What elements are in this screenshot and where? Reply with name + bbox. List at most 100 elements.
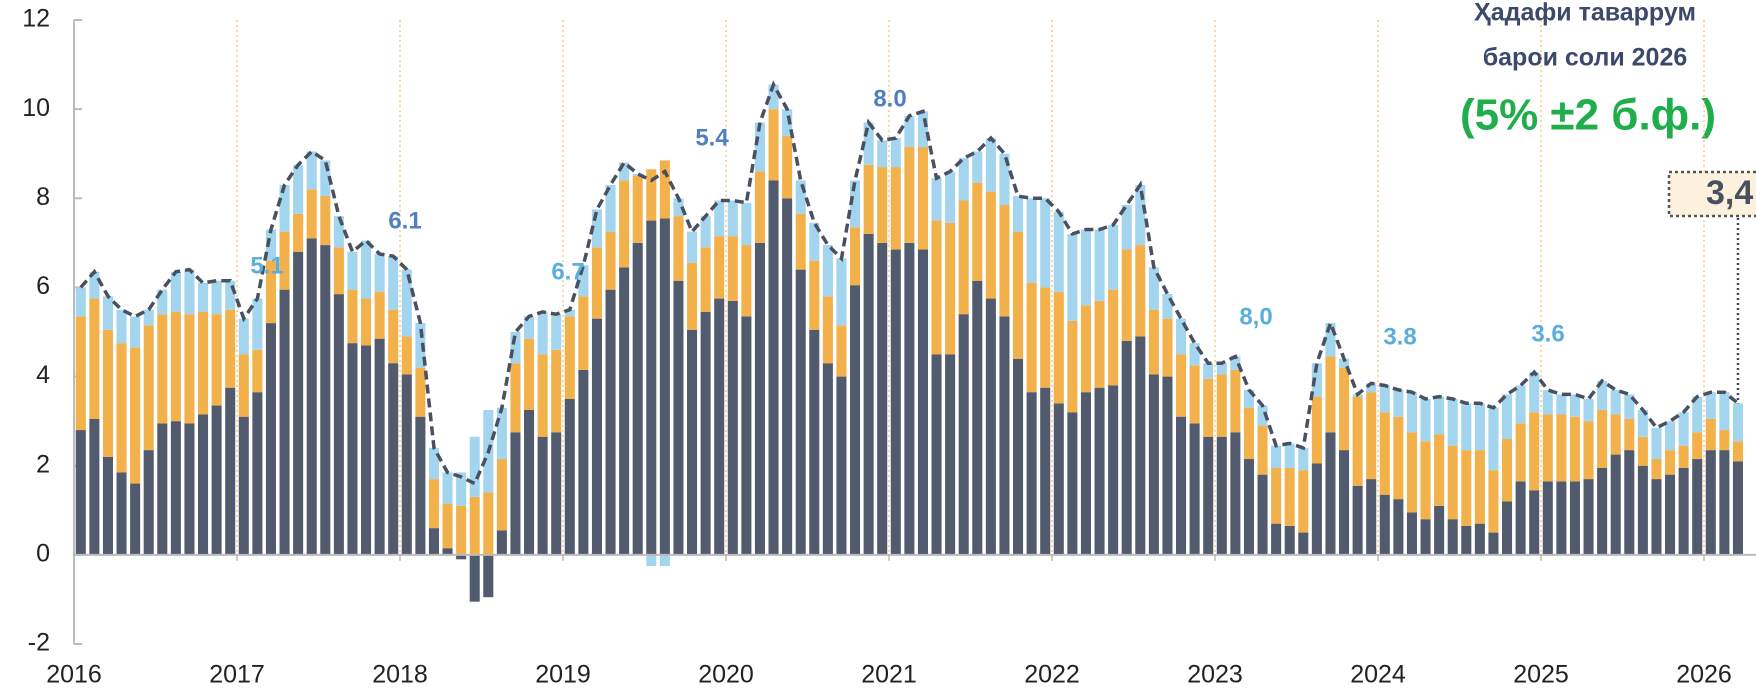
bar-segment <box>401 336 412 375</box>
bar-segment <box>931 178 942 221</box>
bar-segment <box>958 314 969 555</box>
bar-segment <box>1637 410 1648 437</box>
bar-segment <box>1393 499 1404 555</box>
bar-segment <box>1284 443 1295 468</box>
bar-segment <box>293 164 304 214</box>
bar-segment <box>850 285 861 555</box>
x-tick-label: 2016 <box>46 661 102 689</box>
bar-segment <box>1583 421 1594 480</box>
bar-segment <box>850 227 861 286</box>
bar-segment <box>1325 432 1336 555</box>
annotation: 6.7 <box>551 258 584 285</box>
bar-segment <box>510 432 521 555</box>
bar-segment <box>795 180 806 214</box>
bar-segment <box>890 138 901 168</box>
bar-segment <box>333 294 344 555</box>
bar-segment <box>524 338 535 410</box>
bar-segment <box>388 363 399 555</box>
bar-segment <box>1040 287 1051 388</box>
bar-segment <box>659 160 670 219</box>
bar-segment <box>456 554 467 560</box>
bar-segment <box>1108 225 1119 290</box>
bar-segment <box>469 554 480 602</box>
bar-segment <box>1393 389 1404 417</box>
bar-segment <box>564 316 575 399</box>
bar-segment <box>822 245 833 297</box>
bar-segment <box>442 503 453 549</box>
bar-segment <box>1135 184 1146 246</box>
bar-segment <box>510 363 521 433</box>
bar-segment <box>985 191 996 299</box>
annotation: 3.8 <box>1383 323 1416 350</box>
bar-segment <box>1108 385 1119 555</box>
x-tick-label: 2024 <box>1350 661 1406 689</box>
bar-segment <box>591 318 602 555</box>
bar-segment <box>1651 427 1662 460</box>
bar-segment <box>1040 198 1051 288</box>
bar-segment <box>754 171 765 243</box>
bar-segment <box>116 309 127 344</box>
bar-segment <box>877 167 888 243</box>
bar-segment <box>1515 481 1526 555</box>
bar-segment <box>306 151 317 190</box>
bar-segment <box>714 200 725 237</box>
bar-segment <box>1474 403 1485 451</box>
bar-segment <box>428 528 439 555</box>
bar-segment <box>1692 459 1703 555</box>
bar-segment <box>564 309 575 317</box>
bar-segment <box>1325 356 1336 433</box>
bar-segment <box>1257 474 1268 555</box>
bar-segment <box>1719 430 1730 451</box>
bar-segment <box>768 109 779 181</box>
bar-segment <box>1121 249 1132 341</box>
bar-segment <box>1067 233 1078 321</box>
bar-segment <box>822 296 833 364</box>
bar-segment <box>347 251 358 290</box>
bar-segment <box>687 231 698 263</box>
bar-segment <box>958 200 969 315</box>
bar-segment <box>1311 363 1322 397</box>
bar-segment <box>1271 467 1282 524</box>
bar-segment <box>1488 470 1499 533</box>
bar-segment <box>1583 398 1594 422</box>
bar-segment <box>1203 363 1214 379</box>
bar-segment <box>795 213 806 270</box>
bar-segment <box>1094 300 1105 388</box>
bar-segment <box>143 325 154 451</box>
bar-segment <box>1230 432 1241 555</box>
bar-segment <box>1502 438 1513 502</box>
bar-segment <box>659 218 670 555</box>
bar-segment <box>1447 445 1458 520</box>
bar-segment <box>1230 356 1241 370</box>
bar-segment <box>1529 490 1540 555</box>
bar-segment <box>754 122 765 172</box>
bar-segment <box>1474 450 1485 524</box>
bar-segment <box>252 298 263 350</box>
bar-segment <box>89 271 100 299</box>
bar-segment <box>1121 204 1132 250</box>
bar-segment <box>75 430 86 555</box>
bar-segment <box>1216 363 1227 375</box>
bar-segment <box>1665 421 1676 451</box>
bar-segment <box>116 472 127 555</box>
bar-segment <box>1474 523 1485 555</box>
bar-segment <box>1176 318 1187 355</box>
bar-segment <box>1271 523 1282 555</box>
bar-segment <box>863 164 874 234</box>
target-title: барои соли 2026 <box>1483 44 1688 72</box>
bar-segment <box>388 309 399 364</box>
x-tick-label: 2026 <box>1676 661 1732 689</box>
bar-segment <box>917 111 928 148</box>
bar-segment <box>1678 445 1689 468</box>
bar-segment <box>1692 432 1703 460</box>
bar-segment <box>415 323 426 368</box>
bar-segment <box>1447 519 1458 555</box>
bar-segment <box>1379 494 1390 555</box>
bar-segment <box>1610 454 1621 555</box>
bar-segment <box>1339 358 1350 368</box>
bar-segment <box>877 242 888 555</box>
annotation: 5.1 <box>250 252 283 279</box>
bar-segment <box>1298 447 1309 471</box>
bar-segment <box>904 147 915 243</box>
bar-segment <box>632 176 643 243</box>
